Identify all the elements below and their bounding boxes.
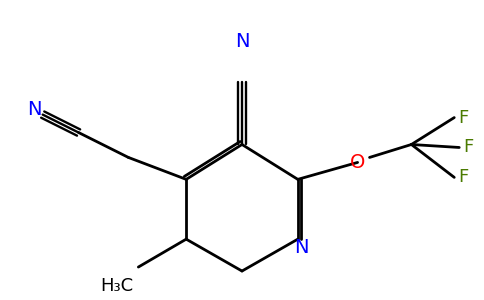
Text: N: N xyxy=(295,238,309,256)
Text: N: N xyxy=(28,100,42,119)
Text: O: O xyxy=(350,153,365,172)
Text: F: F xyxy=(458,168,469,186)
Text: F: F xyxy=(463,139,473,157)
Text: N: N xyxy=(235,32,249,51)
Text: F: F xyxy=(458,109,469,127)
Text: H₃C: H₃C xyxy=(100,277,134,295)
